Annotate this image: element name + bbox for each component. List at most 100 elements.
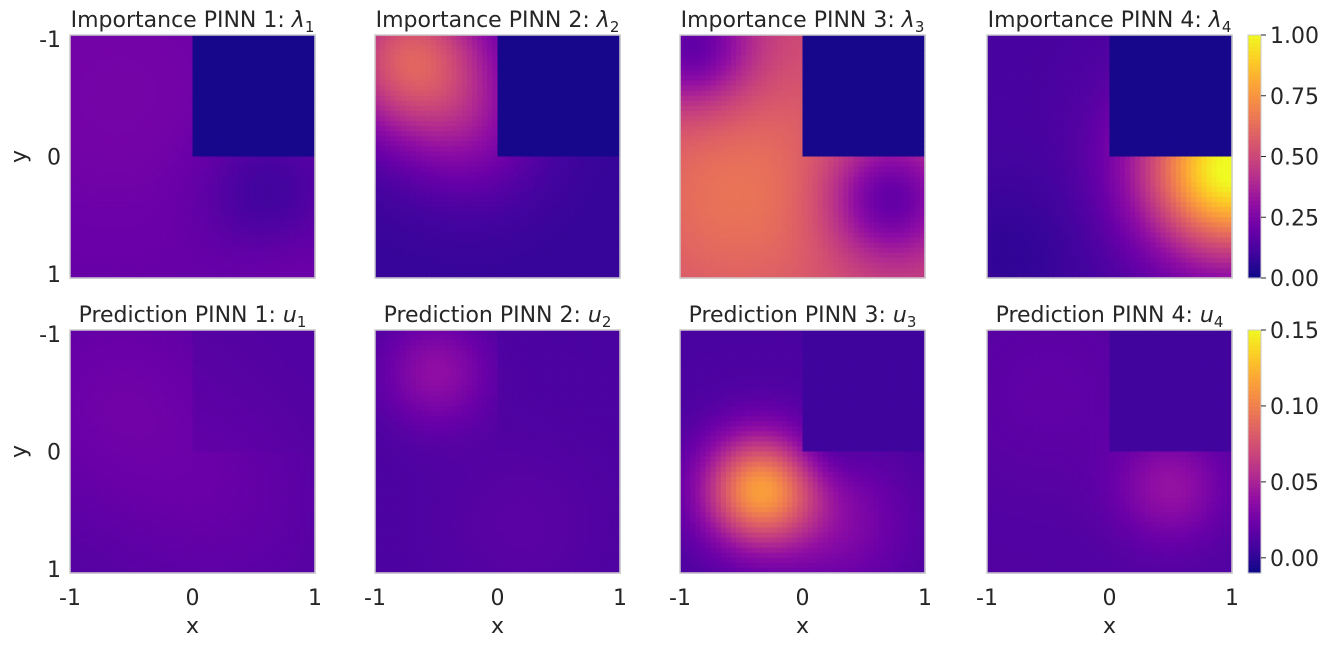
heatmap-cell [131, 55, 137, 61]
heatmap-cell [609, 181, 616, 188]
heatmap-cell [85, 65, 92, 72]
heatmap-cell [436, 146, 442, 153]
heatmap-cell [192, 252, 199, 259]
heatmap-cell [436, 40, 442, 46]
heatmap-cell [177, 116, 183, 122]
heatmap-cell [685, 176, 691, 183]
heatmap-cell [263, 242, 270, 249]
heatmap-cell [680, 110, 686, 117]
heatmap-cell [304, 171, 311, 178]
heatmap-cell [594, 131, 601, 137]
heatmap-cell [507, 207, 514, 213]
heatmap-cell [156, 85, 163, 92]
heatmap-cell [156, 222, 163, 228]
heatmap-cell [80, 242, 86, 249]
heatmap-cell [243, 156, 250, 163]
heatmap-cell [274, 136, 280, 142]
heatmap-cell [95, 202, 102, 208]
heatmap-cell [695, 186, 702, 193]
heatmap-cell [487, 45, 493, 51]
panel-title: Importance PINN 1: λ1 [71, 8, 315, 36]
heatmap-cell [263, 237, 270, 244]
heatmap-cell [218, 65, 224, 72]
heatmap-cell [589, 262, 596, 269]
heatmap-cell [405, 227, 412, 234]
heatmap-cell [100, 116, 107, 122]
heatmap-cell [126, 186, 132, 193]
heatmap-cell [614, 181, 621, 188]
heatmap-cell [187, 217, 194, 223]
heatmap-cell [609, 50, 616, 56]
heatmap-cell [197, 181, 204, 188]
heatmap-cell [395, 181, 402, 188]
heatmap-cell [410, 141, 417, 147]
heatmap-cell [400, 267, 407, 274]
heatmap-cell [579, 262, 585, 269]
heatmap-cell [207, 141, 214, 147]
heatmap-cell [289, 116, 296, 122]
heatmap-cell [218, 202, 224, 208]
heatmap-cell [212, 131, 219, 137]
heatmap-cell [528, 141, 534, 147]
heatmap-cell [568, 85, 575, 92]
heatmap-cell [589, 252, 596, 259]
heatmap-cell [461, 257, 468, 264]
heatmap-cell [568, 202, 575, 208]
heatmap-cell [166, 217, 173, 223]
heatmap-cell [690, 212, 696, 218]
heatmap-cell [146, 55, 153, 61]
heatmap-cell [558, 166, 565, 173]
heatmap-cell [471, 105, 478, 112]
heatmap-cell [228, 191, 234, 198]
heatmap-cell [405, 257, 412, 264]
heatmap-cell [309, 166, 316, 173]
heatmap-cell [248, 141, 255, 147]
heatmap-cell [263, 176, 270, 183]
heatmap-cell [95, 272, 102, 279]
heatmap-cell [614, 121, 621, 127]
heatmap-cell [466, 80, 473, 87]
heatmap-cell [700, 186, 707, 193]
heatmap-cell [126, 141, 132, 147]
heatmap-cell [461, 181, 468, 188]
heatmap-cell [477, 75, 483, 82]
heatmap-cell [584, 247, 590, 254]
heatmap-cell [482, 227, 488, 234]
heatmap-cell [400, 136, 407, 142]
heatmap-cell [192, 50, 199, 56]
heatmap-cell [223, 161, 229, 168]
heatmap-cell [136, 105, 143, 112]
heatmap-cell [568, 95, 575, 102]
heatmap-cell [700, 141, 707, 147]
heatmap-cell [390, 171, 397, 178]
heatmap-cell [461, 85, 468, 92]
heatmap-cell [233, 116, 240, 122]
heatmap-cell [487, 227, 493, 234]
heatmap-cell [248, 166, 255, 173]
heatmap-cell [380, 156, 386, 163]
heatmap-cell [482, 95, 488, 102]
heatmap-cell [304, 65, 311, 72]
heatmap-cell [166, 166, 173, 173]
heatmap-cell [228, 70, 234, 77]
heatmap-cell [461, 217, 468, 223]
heatmap-cell [558, 272, 565, 279]
heatmap-cell [115, 55, 122, 61]
heatmap-cell [90, 40, 97, 46]
heatmap-cell [548, 45, 555, 51]
heatmap-cell [70, 60, 76, 66]
heatmap-cell [715, 186, 722, 193]
heatmap-cell [497, 75, 504, 82]
heatmap-cell [609, 166, 616, 173]
heatmap-cell [451, 197, 458, 203]
heatmap-cell [85, 85, 92, 92]
heatmap-cell [553, 95, 560, 102]
heatmap-cell [263, 222, 270, 228]
heatmap-cell [538, 207, 545, 213]
heatmap-cell [507, 60, 514, 66]
heatmap-cell [426, 75, 432, 82]
heatmap-cell [574, 232, 580, 239]
heatmap-cell [497, 116, 504, 122]
heatmap-cell [253, 161, 260, 168]
heatmap-cell [380, 171, 386, 178]
